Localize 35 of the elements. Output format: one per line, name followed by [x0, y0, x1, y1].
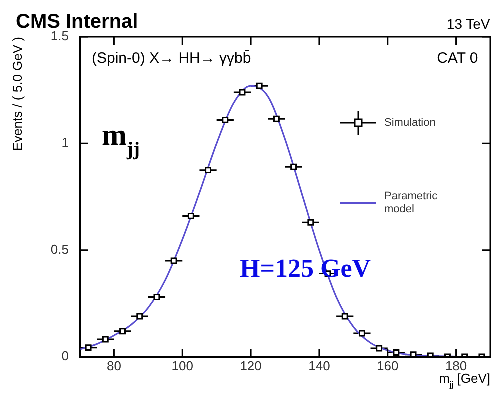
- point: [410, 352, 417, 357]
- point: [205, 167, 212, 174]
- y-tick-label: 0.5: [50, 242, 69, 257]
- point: [256, 82, 263, 90]
- point: [136, 313, 144, 320]
- point: [290, 164, 298, 170]
- point: [376, 345, 383, 352]
- point: [102, 336, 109, 343]
- line-series: [80, 85, 458, 357]
- point: [393, 350, 400, 356]
- y-axis-title: Events / ( 5.0 GeV ): [10, 37, 25, 152]
- annotation: CAT 0: [437, 50, 478, 67]
- x-tick-label: 140: [308, 358, 330, 374]
- point: [120, 328, 126, 335]
- x-tick-label: 180: [445, 358, 468, 374]
- x-tick-label: 80: [106, 358, 122, 374]
- point: [222, 116, 229, 124]
- point: [273, 116, 280, 122]
- point: [188, 212, 194, 220]
- y-tick-label: 1: [62, 135, 69, 150]
- legend-label: Simulation: [384, 117, 436, 130]
- annotation: (Spin-0) X→ HH→ γγbb̄: [92, 50, 252, 67]
- text: 13 TeV: [446, 16, 491, 32]
- point: [154, 294, 160, 300]
- point: [308, 219, 314, 226]
- point: [342, 313, 348, 320]
- x-tick-label: 100: [172, 358, 194, 374]
- x-tick-label: 120: [240, 358, 262, 374]
- x-tick-label: 160: [377, 358, 399, 374]
- point: [239, 89, 246, 96]
- y-tick-label: 0: [62, 348, 69, 364]
- legend-label: Parametric model: [384, 190, 438, 216]
- point: [170, 258, 178, 264]
- point: [358, 330, 366, 337]
- point: [85, 344, 92, 352]
